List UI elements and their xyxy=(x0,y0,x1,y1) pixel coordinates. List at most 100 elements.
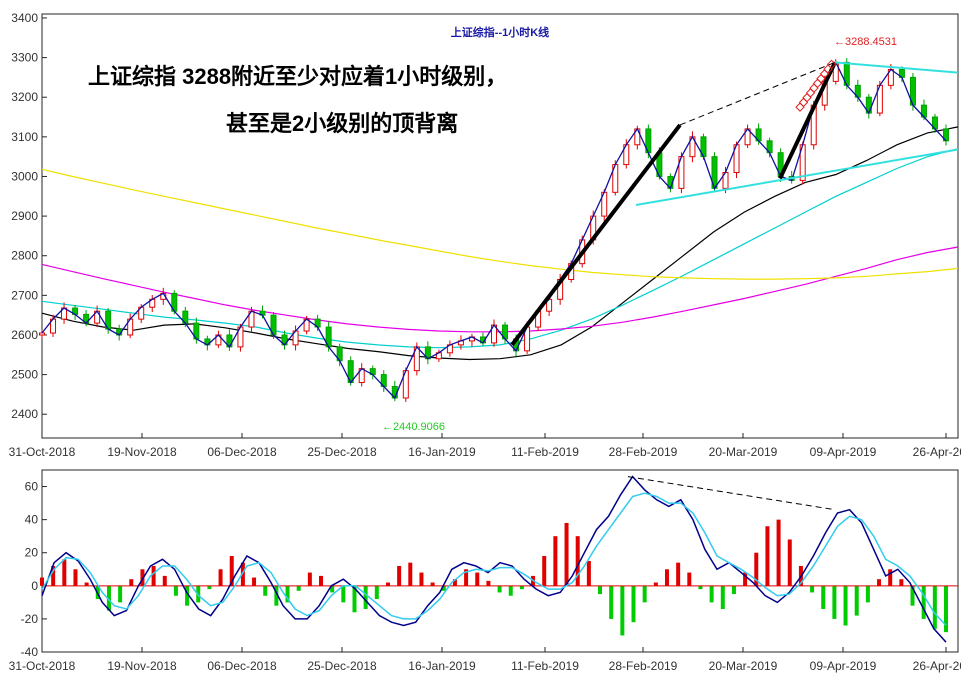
oscillator-divergence-line xyxy=(627,476,836,511)
histogram-bar xyxy=(307,572,312,586)
histogram-bar xyxy=(285,585,290,603)
y-tick-label: 2500 xyxy=(11,368,38,382)
histogram-bar xyxy=(754,552,759,586)
histogram-bar xyxy=(363,585,368,609)
histogram-bar xyxy=(598,585,603,595)
histogram-bar xyxy=(832,585,837,619)
histogram-bar xyxy=(497,585,502,593)
histogram-bar xyxy=(698,585,703,590)
histogram-bar xyxy=(296,585,301,591)
y-tick-label: 60 xyxy=(25,480,39,494)
histogram-bar xyxy=(854,585,859,616)
histogram-bar xyxy=(374,585,379,600)
histogram-bar xyxy=(542,556,547,586)
histogram-bar xyxy=(319,575,324,586)
x-tick-label: 06-Dec-2018 xyxy=(207,659,277,673)
histogram-bar xyxy=(899,579,904,586)
y-tick-label: -40 xyxy=(21,645,39,659)
x-tick-label: 09-Apr-2019 xyxy=(810,659,877,673)
histogram-bar xyxy=(486,580,491,586)
histogram-bar xyxy=(709,585,714,603)
oscillator-plot-area xyxy=(41,469,959,653)
x-tick-label: 31-Oct-2018 xyxy=(9,445,76,459)
x-tick-label: 19-Nov-2018 xyxy=(107,445,177,459)
x-tick-label: 16-Jan-2019 xyxy=(408,659,476,673)
histogram-bar xyxy=(274,585,279,606)
y-tick-label: 3200 xyxy=(11,90,38,104)
histogram-bar xyxy=(118,585,123,603)
chart-title: 上证综指--1小时K线 xyxy=(451,25,549,39)
y-tick-label: 2900 xyxy=(11,209,38,223)
histogram-bar xyxy=(586,561,591,586)
histogram-bar xyxy=(419,572,424,586)
histogram-bar xyxy=(877,579,882,586)
x-tick-label: 26-Apr-2020 xyxy=(913,659,961,673)
candle-body xyxy=(39,332,45,336)
histogram-bar xyxy=(229,556,234,586)
signal-marker xyxy=(826,59,837,70)
histogram-bar xyxy=(609,585,614,619)
histogram-bar xyxy=(821,585,826,609)
histogram-bar xyxy=(865,585,870,603)
histogram-bar xyxy=(352,585,357,613)
moving-average-line xyxy=(41,148,959,349)
x-tick-label: 25-Dec-2018 xyxy=(307,659,377,673)
x-tick-label: 09-Apr-2019 xyxy=(810,445,877,459)
y-tick-label: 2800 xyxy=(11,249,38,263)
cyan-support-line xyxy=(635,148,959,206)
histogram-bar xyxy=(720,585,725,609)
moving-average-line xyxy=(41,168,959,280)
histogram-bar xyxy=(932,585,937,629)
histogram-bar xyxy=(564,522,569,586)
x-tick-label: 28-Feb-2019 xyxy=(609,659,678,673)
histogram-bar xyxy=(553,536,558,586)
histogram-bar xyxy=(676,562,681,586)
x-tick-label: 31-Oct-2018 xyxy=(9,659,76,673)
oscillator-lines xyxy=(41,475,947,643)
histogram-bar xyxy=(921,585,926,619)
histogram-bar xyxy=(731,585,736,595)
histogram-bar xyxy=(910,585,915,606)
x-tick-label: 06-Dec-2018 xyxy=(207,445,277,459)
histogram-bar xyxy=(575,536,580,586)
y-tick-label: 3000 xyxy=(11,169,38,183)
x-tick-label: 19-Nov-2018 xyxy=(107,659,177,673)
zigzag-line xyxy=(41,60,947,400)
histogram-bar xyxy=(397,565,402,586)
histogram-bar xyxy=(408,562,413,586)
histogram-bar xyxy=(508,585,513,596)
histogram-bar xyxy=(62,559,67,586)
oscillator-histogram xyxy=(40,519,958,636)
histogram-bar xyxy=(84,582,89,586)
histogram-bar xyxy=(330,585,335,593)
annotation-line-2: 甚至是2小级别的顶背离 xyxy=(226,111,458,136)
x-tick-label: 20-Mar-2019 xyxy=(709,659,778,673)
x-tick-label: 11-Feb-2019 xyxy=(511,659,579,673)
y-tick-label: 2600 xyxy=(11,328,38,342)
histogram-bar xyxy=(653,582,658,586)
y-tick-label: 3400 xyxy=(11,11,38,25)
x-tick-label: 25-Dec-2018 xyxy=(307,445,377,459)
histogram-bar xyxy=(162,575,167,586)
histogram-bar xyxy=(106,585,111,611)
trend-lines xyxy=(510,59,959,347)
histogram-bar xyxy=(810,585,815,593)
thick-trend-line xyxy=(510,123,682,347)
histogram-bar xyxy=(441,585,446,591)
divergence-dashed-line xyxy=(679,61,836,126)
oscillator-line xyxy=(41,492,947,627)
thick-trend-line xyxy=(778,61,837,180)
y-tick-label: 2400 xyxy=(11,407,38,421)
histogram-bar xyxy=(787,539,792,586)
histogram-bar xyxy=(664,569,669,586)
histogram-bar xyxy=(385,582,390,586)
histogram-bar xyxy=(51,565,56,586)
histogram-bar xyxy=(151,565,156,586)
histogram-bar xyxy=(218,569,223,586)
histogram-bar xyxy=(631,585,636,623)
histogram-bar xyxy=(519,585,524,590)
histogram-bar xyxy=(475,572,480,586)
y-tick-label: 40 xyxy=(25,513,39,527)
